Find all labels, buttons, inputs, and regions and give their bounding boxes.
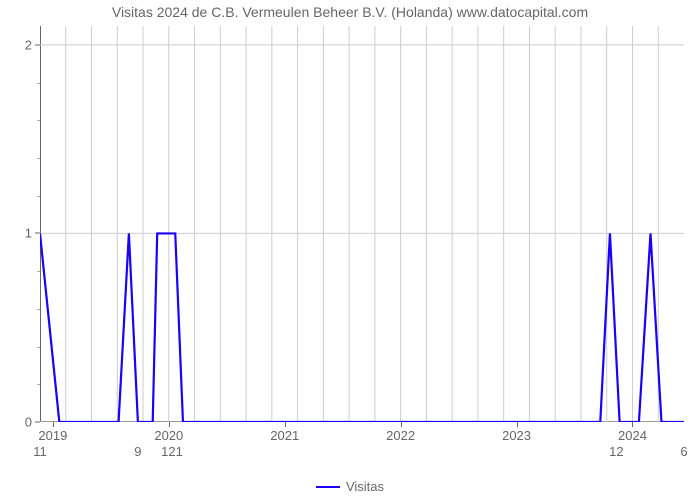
value-label: 6 [680,444,687,459]
legend: Visitas [0,478,700,494]
y-minor-tick [37,347,40,348]
y-minor-tick [37,271,40,272]
x-tick-mark [401,422,402,427]
y-tick-mark [35,422,40,423]
y-tick-label: 0 [2,415,32,430]
x-tick-mark [632,422,633,427]
y-tick-mark [35,233,40,234]
y-tick-label: 1 [2,226,32,241]
x-tick-mark [517,422,518,427]
value-label: 11 [33,444,47,459]
chart-title: Visitas 2024 de C.B. Vermeulen Beheer B.… [0,4,700,20]
x-tick-label: 2021 [270,428,299,443]
x-tick-label: 2019 [38,428,67,443]
y-minor-tick [37,309,40,310]
series-line [40,26,684,422]
x-tick-mark [169,422,170,427]
legend-swatch [316,486,340,488]
x-tick-mark [285,422,286,427]
legend-label: Visitas [346,479,384,494]
y-minor-tick [37,158,40,159]
x-tick-label: 2024 [618,428,647,443]
x-tick-label: 2023 [502,428,531,443]
value-label: 12 [609,444,623,459]
x-tick-mark [53,422,54,427]
y-minor-tick [37,120,40,121]
x-tick-label: 2020 [154,428,183,443]
x-tick-label: 2022 [386,428,415,443]
y-tick-mark [35,44,40,45]
plot-area: 012201920202021202220232024119121126 [40,26,684,422]
chart-container: Visitas 2024 de C.B. Vermeulen Beheer B.… [0,0,700,500]
y-minor-tick [37,384,40,385]
y-minor-tick [37,196,40,197]
y-minor-tick [37,83,40,84]
value-label: 121 [161,444,183,459]
value-label: 9 [134,444,141,459]
y-tick-label: 2 [2,37,32,52]
